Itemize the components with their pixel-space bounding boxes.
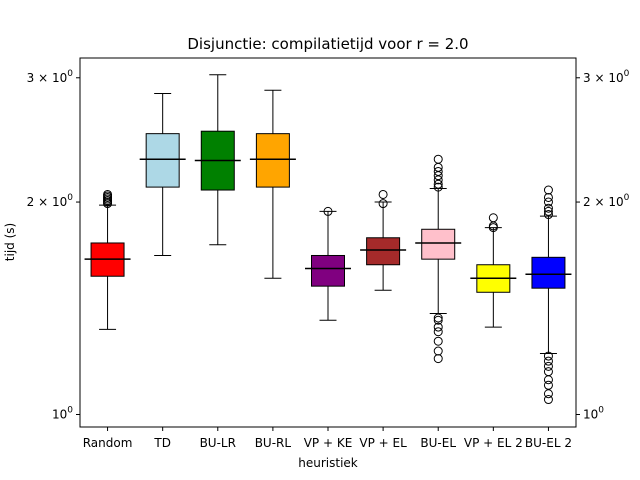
box-group <box>470 213 517 328</box>
box-iqr <box>311 254 345 287</box>
outlier-point <box>543 206 553 216</box>
box-group <box>84 189 131 330</box>
outlier-point <box>378 189 388 199</box>
box-group <box>525 185 572 405</box>
y-tick-label-right: 100 <box>583 405 604 421</box>
outlier-point <box>543 361 553 371</box>
outlier-point <box>433 336 443 346</box>
outlier-point <box>433 327 443 337</box>
y-tick-label: 2 × 100 <box>27 193 74 209</box>
outlier-point <box>543 389 553 399</box>
outlier-point <box>543 185 553 195</box>
x-tick-label: BU-EL 2 <box>525 436 572 450</box>
x-tick-label: BU-LR <box>200 436 236 450</box>
outlier-point <box>378 199 388 209</box>
outlier-point <box>323 206 333 216</box>
x-axis: Random TD BU-LR BU-RL VP + KE VP + EL BU-EL VP … <box>83 427 572 450</box>
chart-title: Disjunctie: compilatietijd voor r = 2.0 <box>187 35 468 53</box>
y-tick-label-right: 2 × 100 <box>583 193 630 209</box>
x-tick-label: Random <box>83 436 133 450</box>
y-axis-label: tijd (s) <box>3 223 17 261</box>
box-group <box>305 206 351 321</box>
y-tick-label: 100 <box>52 405 73 421</box>
outlier-point <box>433 154 443 164</box>
outlier-point <box>433 322 443 332</box>
outlier-point <box>433 166 443 176</box>
y-tick-label: 3 × 100 <box>27 69 74 85</box>
outlier-point <box>543 203 553 213</box>
outlier-point <box>543 356 553 366</box>
box-group <box>415 154 462 364</box>
x-tick-label: BU-EL <box>420 436 456 450</box>
box-group <box>360 189 407 291</box>
box-group <box>194 74 241 246</box>
outlier-point <box>103 189 113 199</box>
box-group <box>139 93 186 256</box>
outlier-point <box>433 354 443 364</box>
outlier-point <box>543 192 553 202</box>
outlier-point <box>433 313 443 323</box>
plot-area <box>84 74 572 405</box>
y-axis-left: 100 2 × 100 3 × 100 <box>27 69 80 421</box>
box-group <box>249 89 296 279</box>
box-iqr <box>531 256 566 289</box>
x-tick-label: BU-RL <box>255 436 292 450</box>
box-iqr <box>366 237 401 266</box>
outlier-point <box>433 179 443 189</box>
x-tick-label: VP + EL 2 <box>464 436 523 450</box>
x-axis-label: heuristiek <box>298 456 358 470</box>
outlier-point <box>543 351 553 361</box>
outlier-point <box>543 197 553 207</box>
outlier-point <box>433 315 443 325</box>
y-axis-right: 100 2 × 100 3 × 100 <box>576 69 630 421</box>
outlier-point <box>543 375 553 385</box>
outlier-point <box>543 210 553 220</box>
x-tick-label: TD <box>153 436 171 450</box>
box-iqr <box>255 133 290 188</box>
box-iqr <box>421 228 456 260</box>
x-tick-label: VP + EL <box>359 436 407 450</box>
y-tick-label-right: 3 × 100 <box>583 69 630 85</box>
outlier-point <box>433 182 443 192</box>
box-iqr <box>145 133 180 188</box>
outlier-point <box>488 213 498 223</box>
outlier-point <box>543 395 553 405</box>
x-tick-label: VP + KE <box>304 436 353 450</box>
